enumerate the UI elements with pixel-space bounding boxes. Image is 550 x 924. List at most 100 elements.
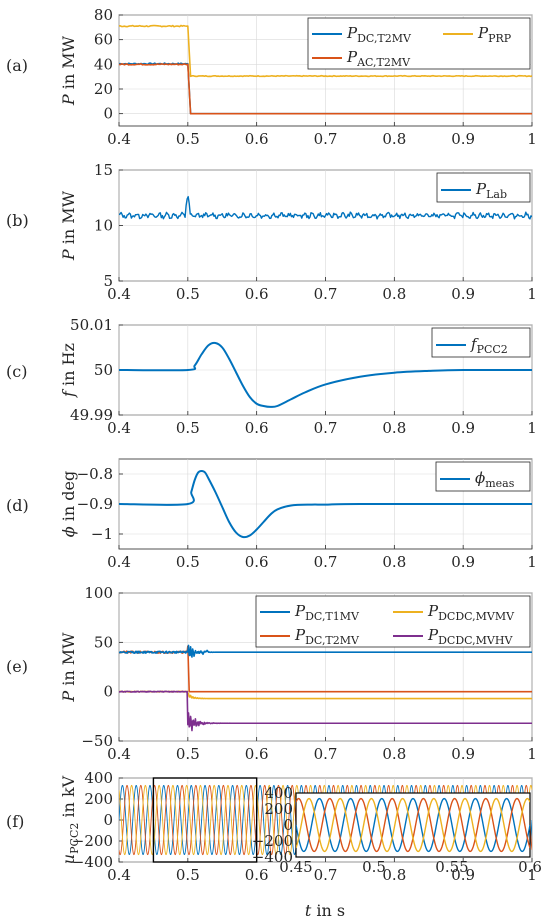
legend [255,595,531,648]
x-tick-label: 0.6 [245,866,269,884]
panel-f: 0.4 0.5 0.6 0.7 0.8 0.9 1−400−2000200400(f)uPC… [6,769,542,884]
y-tick-label: 50 [94,633,113,651]
panel-label: (f) [6,812,24,831]
x-tick-label: 0.8 [382,866,406,884]
panel-label: (e) [6,657,28,676]
series-line [119,644,532,658]
inset-phase-line [296,797,530,853]
y-tick-label: 60 [94,31,113,49]
y-tick-label: 0 [103,683,113,701]
y-tick-label: 5 [103,272,113,290]
y-tick-label: −400 [72,853,113,871]
panel-label: (d) [6,496,29,515]
series-line [119,195,532,220]
x-tick-label: 0.9 [451,285,475,303]
y-axis-label: P in MW [59,35,78,106]
y-tick-label: 20 [94,80,113,98]
x-tick-label: 0.9 [451,130,475,148]
x-tick-label: 0.5 [176,553,200,571]
y-tick-label: −50 [81,732,113,750]
legend-entry: PLab [475,180,507,201]
y-tick-label: 0 [103,811,113,829]
legend [435,461,531,492]
inset-y-tick-label: 200 [264,800,293,818]
inset-plot-area [295,792,531,858]
x-tick-label: 0.4 [107,285,131,303]
series-line [119,341,532,408]
x-tick-label: 0.8 [382,419,406,437]
series-line [119,24,532,78]
inset-x-tick-label: 0.45 [279,858,312,876]
phase-voltage-line [119,784,532,856]
x-tick-label: 0.7 [314,285,338,303]
x-tick-label: 0.6 [245,745,269,763]
x-tick-label: 1 [527,866,537,884]
y-tick-label: 49.99 [70,406,113,424]
legend-entry: PDCDC,MVMV [427,602,515,623]
panel-a: 0.4 0.5 0.6 0.7 0.8 0.9 1 0 20 40 60 80 (a) P in MW PD… [6,6,537,148]
y-axis-label: P in MW [59,632,78,703]
x-tick-label: 0.6 [245,130,269,148]
panel-d: 0.4 0.5 0.6 0.7 0.8 0.9 1 −0.8 −0.9 −1 (d) ϕ in deg… [6,458,537,571]
inset-y-tick-label: 0 [283,816,293,834]
inset-x-tick-label: 0.55 [435,858,468,876]
y-tick-label: 40 [94,55,113,73]
panel-e: 0.4 0.5 0.6 0.7 0.8 0.9 1 −50 0 50 100 (e) P in MW PD… [6,584,537,763]
x-tick-label: 0.6 [245,553,269,571]
x-axis-label: t in s [305,901,345,920]
panel-c: 0.4 0.5 0.6 0.7 0.8 0.9 1 49.99 50 50.01 (c) f in H… [6,316,537,437]
x-tick-label: 0.9 [451,866,475,884]
series-line [119,62,532,115]
x-tick-label: 0.9 [451,419,475,437]
x-tick-label: 0.4 [107,866,131,884]
legend-entry: PAC,T2MV [346,48,411,69]
panel-label: (a) [6,56,28,75]
y-tick-label: −0.8 [77,465,113,483]
series-line [119,469,532,539]
x-tick-label: 0.9 [451,745,475,763]
y-axis-label: P in MW [59,190,78,261]
x-tick-label: 0.8 [382,553,406,571]
x-tick-label: 0.4 [107,745,131,763]
x-tick-label: 1 [527,285,537,303]
panel-label: (c) [6,362,27,381]
x-tick-label: 0.6 [245,419,269,437]
inset-phase-line [296,797,530,853]
x-tick-label: 0.7 [314,553,338,571]
inset-x-tick-label: 0.5 [362,858,386,876]
y-tick-label: 400 [84,769,113,787]
y-tick-label: 50 [94,361,113,379]
x-tick-label: 0.4 [107,130,131,148]
x-tick-label: 1 [527,130,537,148]
x-tick-label: 0.8 [382,285,406,303]
y-axis-label: uPCC2 in kV [59,775,81,864]
x-tick-label: 0.7 [314,419,338,437]
legend [436,172,531,203]
x-tick-label: 0.6 [245,285,269,303]
x-tick-label: 0.7 [314,130,338,148]
x-tick-label: 0.8 [382,130,406,148]
inset-y-tick-label: −400 [252,848,293,866]
x-tick-label: 0.7 [314,745,338,763]
legend-entry: PDC,T2MV [346,24,412,45]
y-tick-label: 10 [94,217,113,235]
legend [307,17,531,70]
x-tick-label: 0.5 [176,866,200,884]
x-tick-label: 0.8 [382,745,406,763]
x-tick-label: 1 [527,745,537,763]
y-axis-label: ϕ in deg [59,471,78,537]
y-tick-label: 50.01 [70,316,113,334]
x-tick-label: 0.9 [451,553,475,571]
inset-y-tick-label: 400 [264,784,293,802]
inset-y-tick-label: −200 [252,832,293,850]
x-tick-label: 0.5 [176,745,200,763]
legend-entry: PPRP [477,24,512,45]
legend [431,327,531,358]
x-tick-label: 0.4 [107,553,131,571]
y-tick-label: 0 [103,105,113,123]
x-tick-label: 1 [527,553,537,571]
x-tick-label: 0.7 [314,866,338,884]
